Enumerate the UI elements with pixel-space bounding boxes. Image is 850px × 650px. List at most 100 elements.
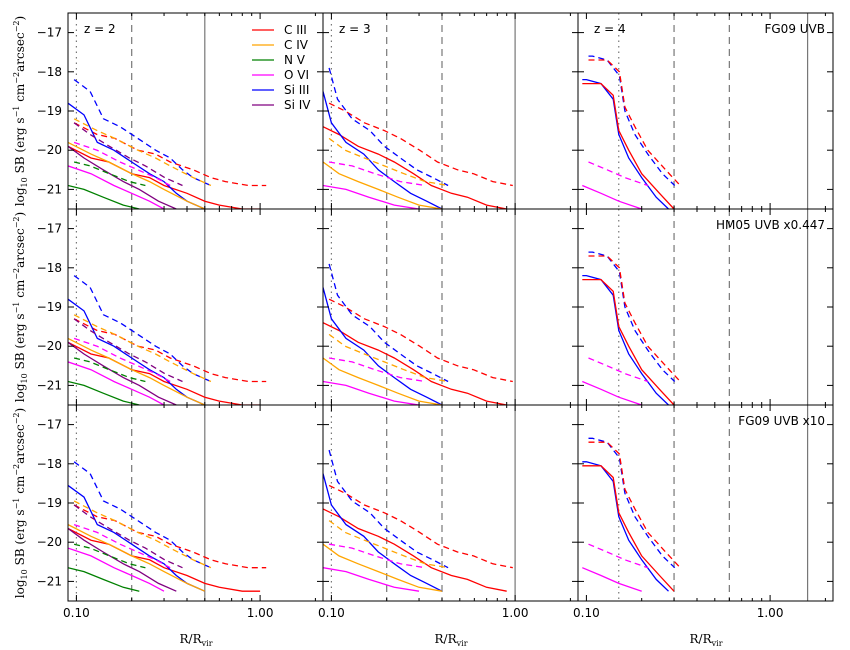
- panel-r1-c1: [322, 208, 579, 406]
- redshift-label: z = 2: [84, 22, 116, 36]
- y-tick-label: −17: [37, 418, 62, 432]
- series-line: [582, 274, 669, 405]
- legend-label: Si III: [284, 83, 309, 97]
- panel-grid: z = 2 −17 −18 −19 −20 −21 z = 3 z = 4 FG09 UVB −1…: [37, 12, 834, 620]
- y-tick-label: −21: [37, 378, 62, 392]
- series-line: [582, 278, 675, 405]
- series-line: [68, 341, 261, 405]
- y-tick-label: −20: [37, 339, 62, 353]
- series-line: [68, 361, 165, 405]
- x-axis-label: R/Rvir: [179, 632, 212, 648]
- series-line-dashed: [73, 275, 212, 383]
- y-axis-label: log10 SB (erg s−1 cm−2arcsec−2): [12, 212, 29, 402]
- y-tick-label: −18: [37, 457, 62, 471]
- legend-label: N V: [284, 53, 306, 67]
- series-line-dashed: [73, 79, 212, 187]
- series-line: [582, 465, 675, 592]
- series-line: [323, 508, 507, 592]
- panel-r0-c2: z = 4 FG09 UVB: [577, 12, 834, 210]
- series-line-dashed: [328, 520, 449, 569]
- series-line: [68, 165, 165, 209]
- series-line-dashed: [73, 122, 183, 187]
- uvb-label: FG09 UVB x10: [738, 414, 825, 428]
- series-line-dashed: [588, 441, 681, 569]
- series-line: [68, 527, 261, 592]
- series-line: [68, 547, 165, 592]
- series-line-dashed: [588, 161, 649, 187]
- series-line: [68, 527, 177, 592]
- panel-frame: [67, 208, 324, 406]
- series-line: [323, 161, 443, 209]
- y-tick-label: −19: [37, 496, 62, 510]
- series-line: [68, 184, 140, 209]
- series-line: [323, 322, 507, 405]
- series-line-dashed: [588, 357, 649, 383]
- series-line-dashed: [588, 59, 681, 186]
- panel-r0-c0: z = 2 −17 −18 −19 −20 −21: [37, 12, 324, 210]
- series-line-dashed: [73, 504, 267, 569]
- series-line-dashed: [73, 122, 267, 187]
- legend-label: C III: [284, 23, 307, 37]
- series-line-dashed: [588, 255, 681, 382]
- y-tick-label: −18: [37, 65, 62, 79]
- series-line: [582, 380, 642, 405]
- legend-label: Si IV: [284, 98, 311, 112]
- axis-labels: R/Rvir R/Rvir R/Rvir log10 SB (erg s−1 cm−2…: [12, 16, 723, 648]
- y-tick-label: −21: [37, 574, 62, 588]
- series-line-dashed: [73, 543, 146, 569]
- series-line: [323, 380, 420, 405]
- series-line: [323, 91, 443, 209]
- redshift-label: z = 4: [594, 22, 626, 36]
- series-line-dashed: [73, 318, 183, 383]
- series-line-dashed: [328, 449, 449, 569]
- series-line-dashed: [73, 504, 183, 569]
- x-tick-label: 0.10: [573, 606, 600, 620]
- y-tick-label: −20: [37, 535, 62, 549]
- panel-frame: [322, 404, 579, 602]
- series-line: [323, 543, 443, 592]
- series-line-dashed: [73, 523, 171, 569]
- series-line: [323, 287, 443, 405]
- series-line-dashed: [73, 337, 171, 383]
- series-line: [68, 145, 177, 209]
- series-line: [68, 102, 206, 209]
- series-line: [582, 82, 675, 209]
- x-tick-label: 1.00: [247, 606, 274, 620]
- y-axis-label: log10 SB (erg s−1 cm−2arcsec−2): [12, 16, 29, 206]
- panel-r1-c2: HM05 UVB x0.447: [577, 208, 834, 406]
- series-line-dashed: [328, 484, 513, 569]
- series-line-dashed: [73, 161, 146, 187]
- panel-frame: [322, 12, 579, 210]
- series-line-dashed: [328, 298, 513, 383]
- series-line: [323, 473, 443, 592]
- y-tick-label: −17: [37, 26, 62, 40]
- series-line: [68, 341, 177, 405]
- legend-label: C IV: [284, 38, 309, 52]
- series-line: [68, 484, 206, 592]
- series-line: [68, 380, 140, 405]
- x-axis-label: R/Rvir: [689, 632, 722, 648]
- x-axis-label: R/Rvir: [434, 632, 467, 648]
- series-line: [582, 461, 669, 592]
- series-line-dashed: [73, 357, 146, 383]
- x-tick-label: 1.00: [757, 606, 784, 620]
- series-line-dashed: [328, 102, 513, 187]
- redshift-label: z = 3: [339, 22, 371, 36]
- series-line-dashed: [328, 357, 426, 383]
- panel-r2-c1: 0.10 1.00: [318, 404, 579, 620]
- series-line: [68, 145, 261, 209]
- series-line-dashed: [328, 543, 426, 569]
- y-tick-label: −17: [37, 222, 62, 236]
- series-line: [323, 184, 420, 209]
- series-line: [68, 524, 206, 592]
- series-line-dashed: [328, 161, 426, 187]
- y-tick-label: −20: [37, 143, 62, 157]
- series-line: [68, 337, 206, 405]
- series-line-dashed: [73, 141, 171, 187]
- series-line-dashed: [328, 137, 449, 187]
- x-tick-label: 1.00: [502, 606, 529, 620]
- uvb-label: HM05 UVB x0.447: [716, 218, 825, 232]
- uvb-label: FG09 UVB: [764, 22, 825, 36]
